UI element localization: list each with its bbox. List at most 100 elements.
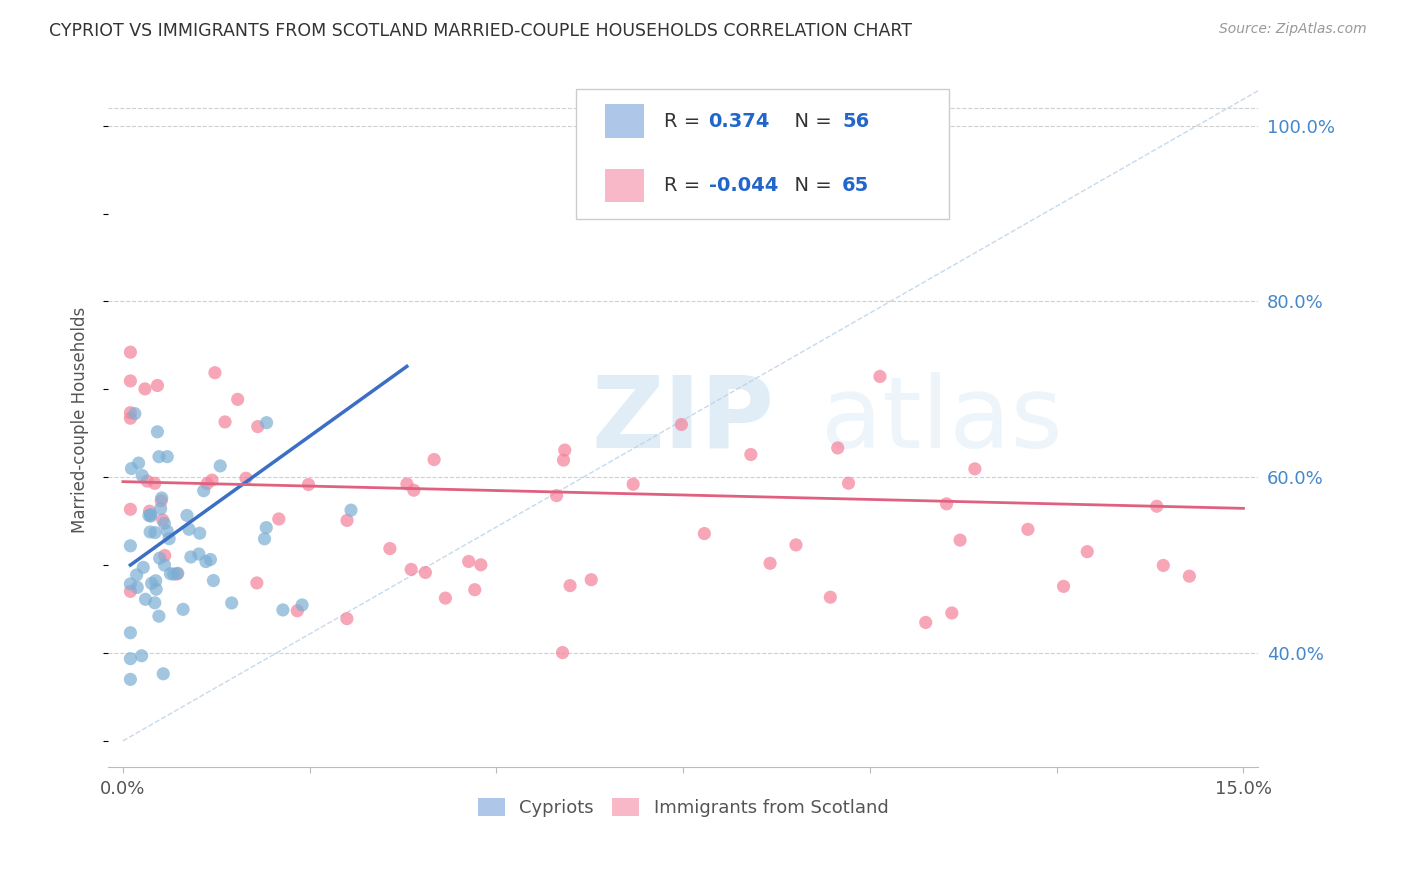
Point bbox=[153, 549, 176, 563]
Point bbox=[143, 596, 166, 610]
Point bbox=[914, 615, 936, 630]
Point bbox=[163, 567, 186, 582]
Point bbox=[558, 579, 581, 593]
Point bbox=[134, 382, 156, 396]
Point bbox=[579, 573, 602, 587]
Point bbox=[949, 533, 972, 548]
Point bbox=[172, 602, 194, 616]
Point bbox=[136, 474, 159, 488]
Point bbox=[120, 651, 142, 665]
Text: atlas: atlas bbox=[821, 372, 1063, 468]
Point bbox=[166, 566, 188, 581]
Point bbox=[423, 452, 446, 467]
Point bbox=[127, 580, 149, 594]
Point bbox=[1076, 544, 1098, 558]
Point bbox=[285, 604, 308, 618]
Point bbox=[143, 525, 166, 540]
Point bbox=[148, 450, 170, 464]
Point bbox=[141, 576, 163, 591]
Point bbox=[963, 462, 986, 476]
Point bbox=[195, 476, 218, 491]
Point bbox=[120, 673, 142, 687]
Point bbox=[193, 483, 215, 498]
Point bbox=[837, 476, 859, 491]
Point bbox=[693, 526, 716, 541]
Point bbox=[120, 345, 142, 359]
Point bbox=[291, 598, 314, 612]
Point bbox=[457, 554, 479, 568]
Point bbox=[121, 461, 143, 475]
Point bbox=[204, 366, 226, 380]
Point bbox=[146, 378, 169, 392]
Point bbox=[134, 592, 156, 607]
Legend: Cypriots, Immigrants from Scotland: Cypriots, Immigrants from Scotland bbox=[471, 790, 896, 824]
Point bbox=[1052, 579, 1074, 593]
Point bbox=[336, 612, 359, 626]
Point bbox=[194, 555, 217, 569]
Point bbox=[253, 532, 276, 546]
Point bbox=[156, 524, 179, 538]
Point bbox=[1146, 500, 1168, 514]
Point bbox=[138, 504, 160, 518]
Point bbox=[200, 552, 222, 566]
Text: N =: N = bbox=[782, 176, 838, 195]
Point bbox=[395, 477, 418, 491]
Point bbox=[621, 477, 644, 491]
Point bbox=[827, 441, 849, 455]
Point bbox=[120, 584, 142, 599]
Point bbox=[226, 392, 249, 407]
Point bbox=[166, 566, 188, 581]
Point bbox=[187, 547, 209, 561]
Point bbox=[554, 443, 576, 458]
Point bbox=[464, 582, 486, 597]
Point bbox=[150, 491, 173, 505]
Point bbox=[434, 591, 457, 606]
Point bbox=[336, 513, 359, 527]
Point bbox=[188, 526, 211, 541]
Text: 0.374: 0.374 bbox=[709, 112, 770, 131]
Point bbox=[214, 415, 236, 429]
Point bbox=[120, 577, 142, 591]
Point bbox=[146, 425, 169, 439]
Point bbox=[399, 562, 422, 576]
Point bbox=[138, 508, 160, 523]
Point bbox=[148, 609, 170, 624]
Point bbox=[120, 406, 142, 420]
Text: Source: ZipAtlas.com: Source: ZipAtlas.com bbox=[1219, 22, 1367, 37]
Text: R =: R = bbox=[664, 112, 706, 131]
Point bbox=[176, 508, 198, 523]
Point bbox=[235, 471, 257, 485]
Y-axis label: Married-couple Households: Married-couple Households bbox=[72, 307, 89, 533]
Point bbox=[202, 574, 225, 588]
Point bbox=[139, 509, 162, 524]
Point bbox=[254, 520, 277, 534]
Point bbox=[125, 568, 148, 582]
Point bbox=[120, 374, 142, 388]
Point bbox=[759, 557, 782, 571]
Point bbox=[201, 473, 224, 487]
Point bbox=[378, 541, 401, 556]
Point bbox=[470, 558, 492, 572]
Point bbox=[120, 539, 142, 553]
Point bbox=[153, 516, 176, 531]
Point bbox=[132, 560, 155, 574]
Point bbox=[177, 522, 200, 536]
Point bbox=[156, 450, 179, 464]
Point bbox=[145, 582, 167, 597]
Point bbox=[139, 508, 162, 522]
Point bbox=[159, 566, 181, 581]
Point bbox=[120, 411, 142, 425]
Point bbox=[120, 502, 142, 516]
Point bbox=[297, 477, 319, 491]
Point bbox=[246, 419, 269, 434]
Point bbox=[740, 448, 762, 462]
Point bbox=[246, 576, 269, 591]
Point bbox=[152, 666, 174, 681]
Point bbox=[149, 501, 172, 516]
Point bbox=[402, 483, 425, 498]
Point bbox=[124, 407, 146, 421]
Point bbox=[128, 456, 150, 470]
Point bbox=[820, 591, 842, 605]
Point bbox=[340, 503, 363, 517]
Point bbox=[131, 648, 153, 663]
